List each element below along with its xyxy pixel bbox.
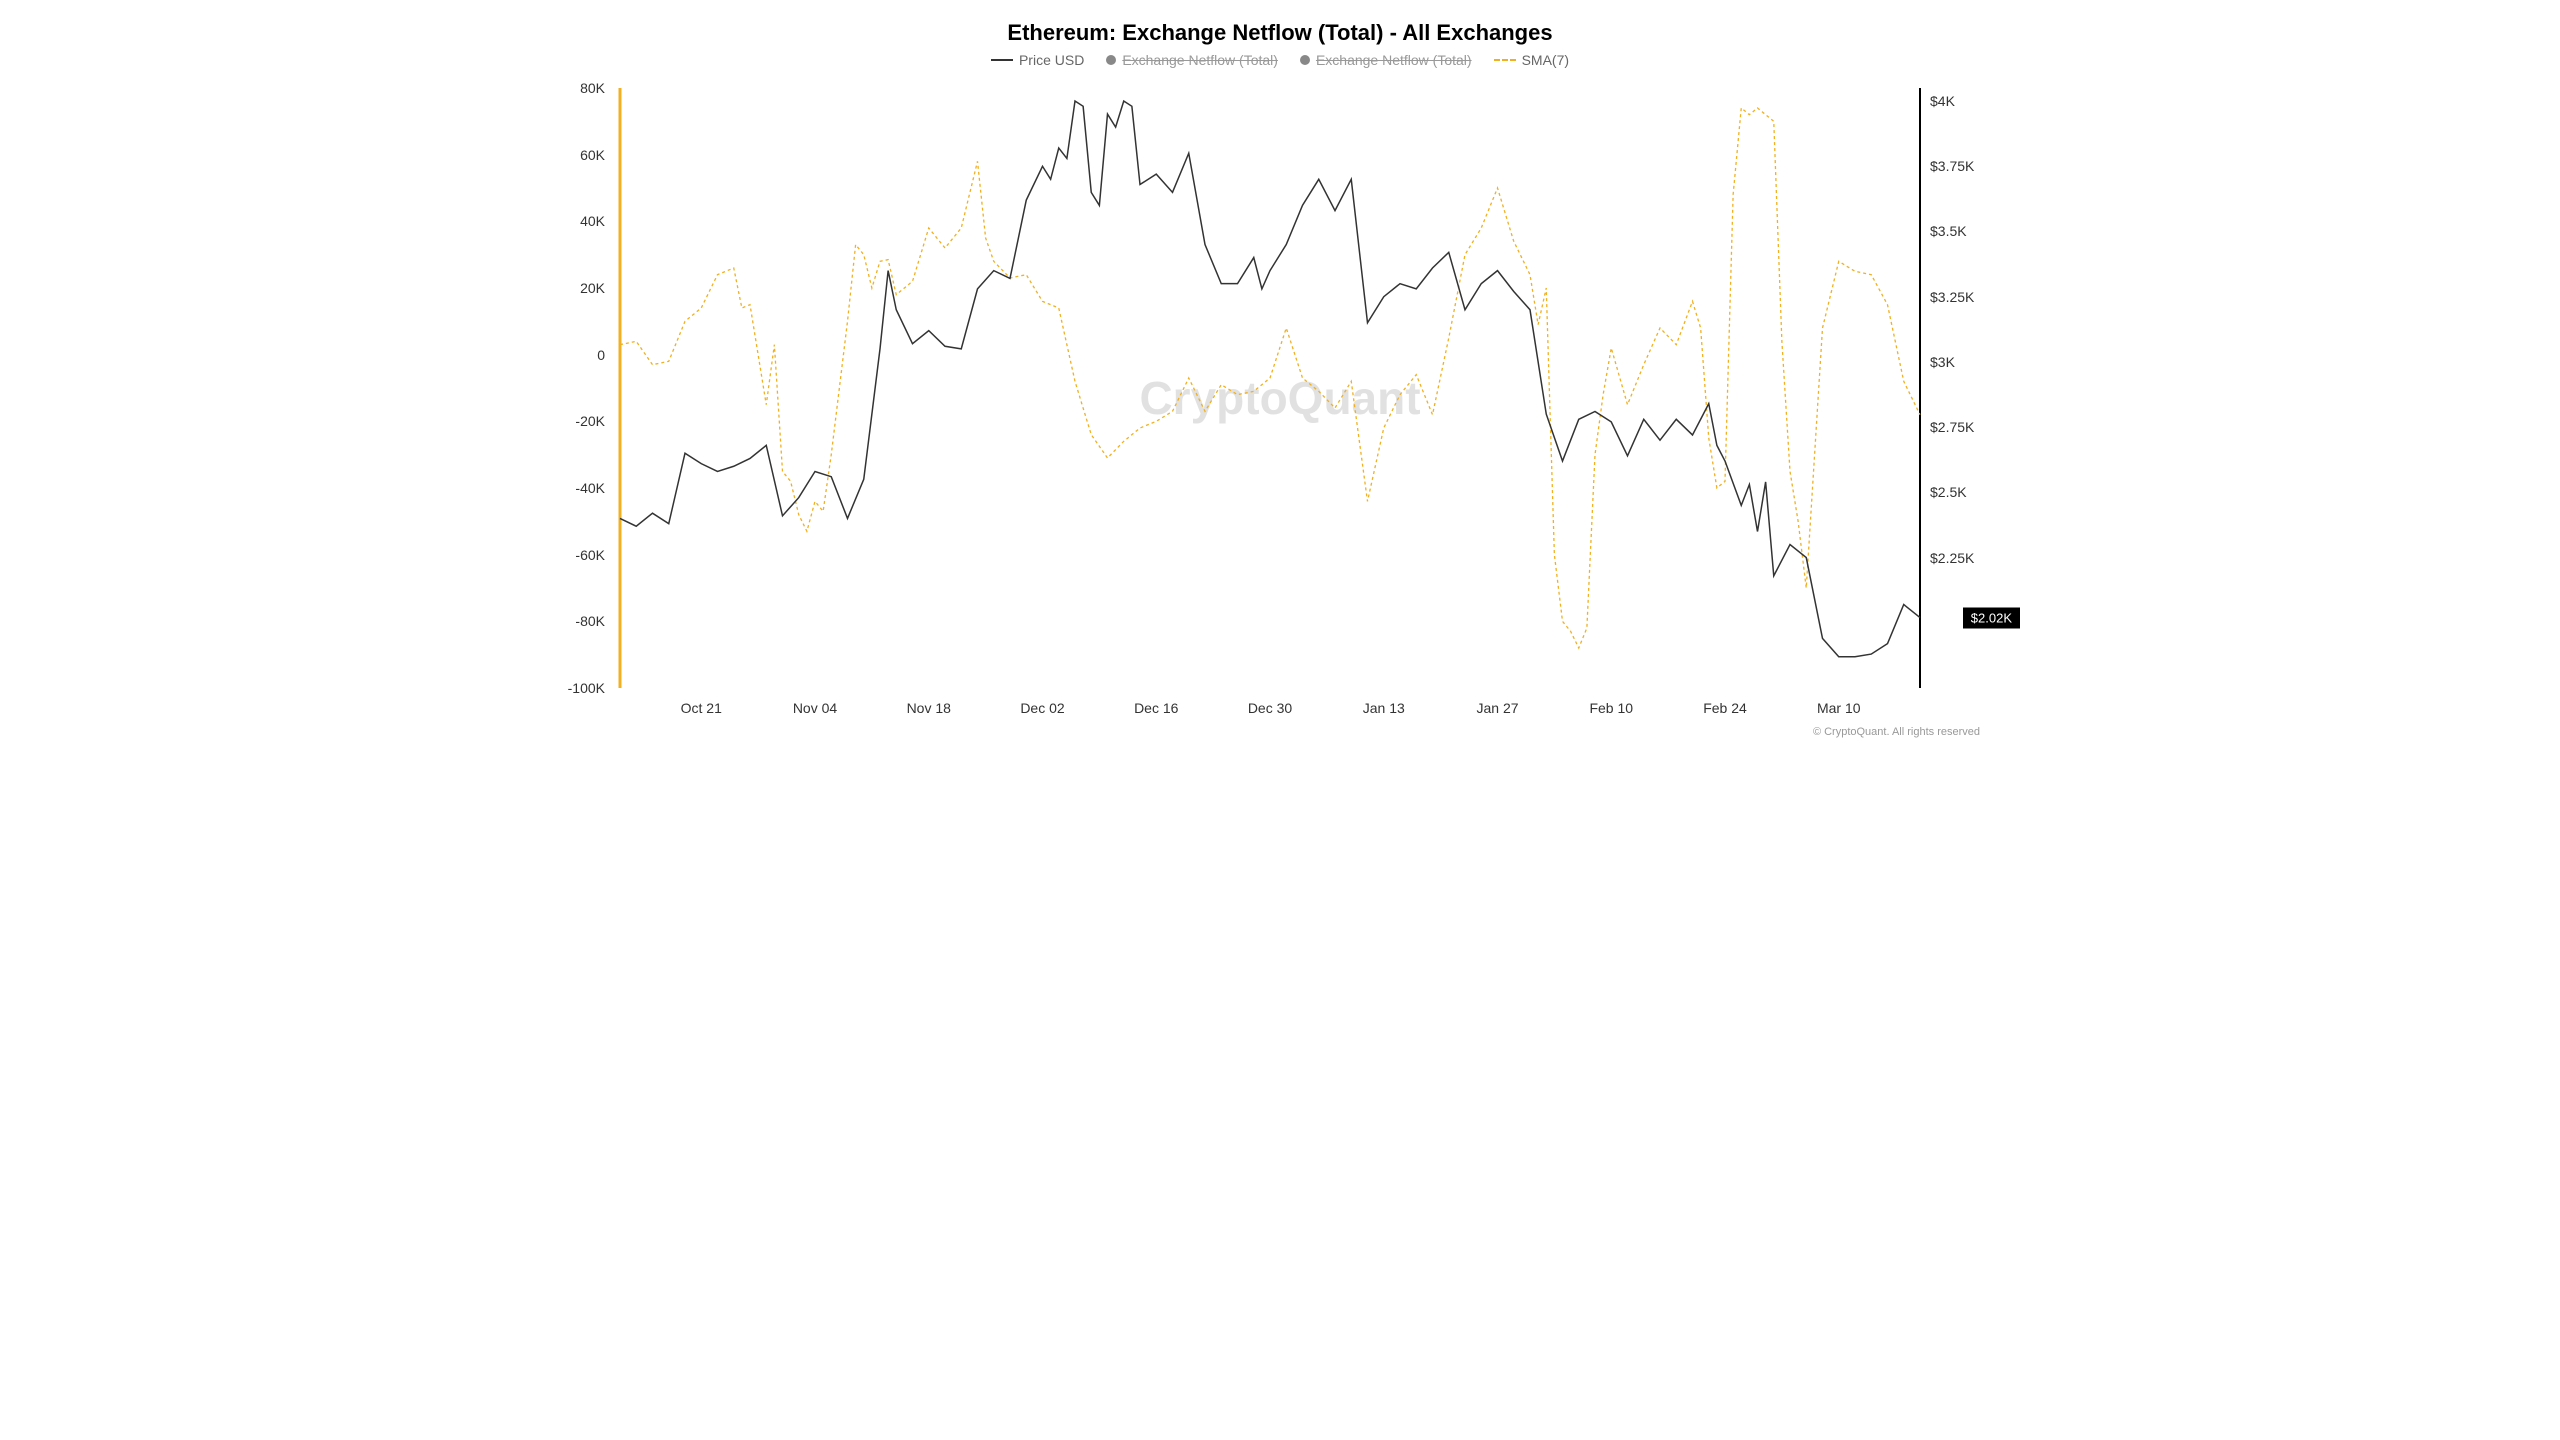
legend-item[interactable]: Exchange Netflow (Total) <box>1300 52 1472 68</box>
legend-dot-icon <box>1106 55 1116 65</box>
chart-title: Ethereum: Exchange Netflow (Total) - All… <box>530 20 2030 46</box>
x-tick: Dec 16 <box>1134 700 1178 716</box>
copyright: © CryptoQuant. All rights reserved <box>530 726 2030 738</box>
chart-svg <box>530 78 2030 718</box>
legend-dash-icon <box>1494 59 1516 61</box>
legend-label: Exchange Netflow (Total) <box>1316 52 1472 68</box>
chart-legend: Price USD Exchange Netflow (Total) Exchang… <box>530 52 2030 68</box>
y-left-tick: 60K <box>550 147 605 163</box>
legend-label: Exchange Netflow (Total) <box>1122 52 1278 68</box>
x-tick: Mar 10 <box>1817 700 1861 716</box>
y-right-tick: $2.5K <box>1930 484 1990 500</box>
y-left-tick: -20K <box>550 413 605 429</box>
x-tick: Jan 27 <box>1476 700 1518 716</box>
x-tick: Oct 21 <box>681 700 722 716</box>
y-left-tick: -80K <box>550 613 605 629</box>
y-right-tick: $3K <box>1930 354 1990 370</box>
legend-item[interactable]: Exchange Netflow (Total) <box>1106 52 1278 68</box>
y-right-tick: $3.75K <box>1930 158 1990 174</box>
plot-area: CryptoQuant -100K-80K-60K-40K-20K020K40K… <box>530 78 2030 718</box>
legend-label: Price USD <box>1019 52 1084 68</box>
legend-label: SMA(7) <box>1522 52 1569 68</box>
y-left-tick: 20K <box>550 280 605 296</box>
legend-item[interactable]: Price USD <box>991 52 1084 68</box>
legend-item[interactable]: SMA(7) <box>1494 52 1569 68</box>
legend-dot-icon <box>1300 55 1310 65</box>
y-right-tick: $3.5K <box>1930 223 1990 239</box>
x-tick: Dec 02 <box>1020 700 1064 716</box>
x-tick: Jan 13 <box>1363 700 1405 716</box>
x-tick: Feb 24 <box>1703 700 1747 716</box>
y-right-tick: $2.25K <box>1930 550 1990 566</box>
y-left-tick: 80K <box>550 80 605 96</box>
price-badge: $2.02K <box>1963 607 2020 628</box>
x-tick: Feb 10 <box>1589 700 1633 716</box>
y-right-tick: $4K <box>1930 93 1990 109</box>
y-left-tick: -60K <box>550 547 605 563</box>
legend-line-icon <box>991 59 1013 61</box>
y-left-tick: -40K <box>550 480 605 496</box>
y-left-tick: 40K <box>550 213 605 229</box>
chart-container: Ethereum: Exchange Netflow (Total) - All… <box>530 20 2030 820</box>
y-right-tick: $3.25K <box>1930 289 1990 305</box>
y-left-tick: 0 <box>550 347 605 363</box>
x-tick: Nov 04 <box>793 700 837 716</box>
x-tick: Dec 30 <box>1248 700 1292 716</box>
y-right-tick: $2.75K <box>1930 419 1990 435</box>
x-tick: Nov 18 <box>907 700 951 716</box>
y-left-tick: -100K <box>550 680 605 696</box>
